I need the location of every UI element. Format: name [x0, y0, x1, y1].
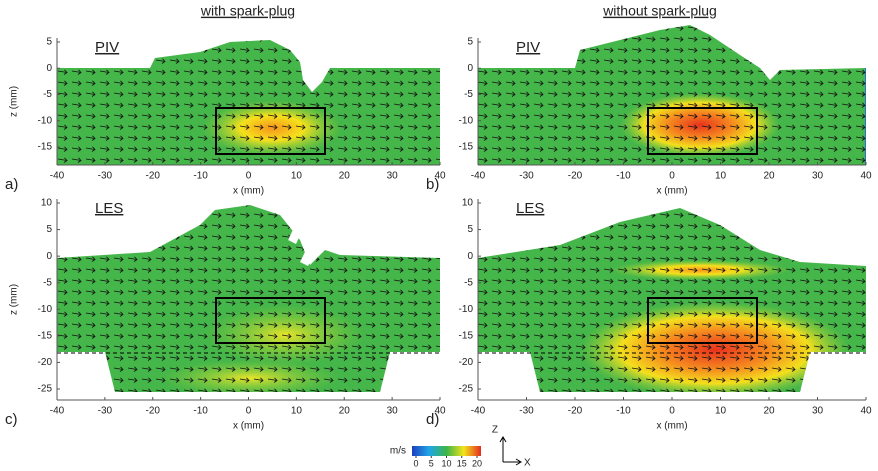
- x-tick-label: 0: [246, 406, 252, 417]
- y-tick-label: -15: [459, 142, 474, 153]
- x-tick-label: 40: [860, 406, 872, 417]
- axis-indicator-label: X: [524, 458, 531, 469]
- axes-indicator: [499, 436, 522, 466]
- y-tick-label: -5: [43, 89, 52, 100]
- y-tick-label: -15: [38, 142, 53, 153]
- x-tick-label: 20: [763, 171, 775, 182]
- x-tick-label: 0: [669, 171, 675, 182]
- y-tick-label: -20: [38, 357, 53, 368]
- colorbar: [412, 446, 481, 456]
- field-c: [57, 205, 440, 392]
- x-tick-label: 30: [812, 406, 824, 417]
- colorbar-tick-label: 10: [441, 458, 451, 468]
- x-tick-label: -20: [146, 406, 161, 417]
- x-tick-label: -10: [616, 171, 631, 182]
- y-axis-label: z (mm): [9, 86, 20, 117]
- x-tick-label: 0: [246, 171, 252, 182]
- column-title: with spark-plug: [200, 3, 295, 19]
- method-label: LES: [95, 200, 123, 217]
- x-tick-label: 20: [339, 406, 351, 417]
- y-tick-label: 0: [467, 251, 473, 262]
- x-tick-label: 30: [812, 171, 824, 182]
- x-tick-label: 10: [715, 406, 727, 417]
- x-tick-label: -40: [471, 171, 486, 182]
- x-tick-label: 40: [434, 406, 446, 417]
- x-tick-label: 40: [434, 171, 446, 182]
- x-axis-label: x (mm): [233, 186, 264, 197]
- x-tick-label: -30: [98, 406, 113, 417]
- x-tick-label: -10: [193, 171, 208, 182]
- x-tick-label: 30: [387, 171, 399, 182]
- x-tick-label: 0: [669, 406, 675, 417]
- y-tick-label: 5: [467, 37, 473, 48]
- y-tick-label: 0: [46, 251, 52, 262]
- column-title: without spark-plug: [602, 3, 717, 19]
- x-tick-label: -40: [50, 406, 65, 417]
- x-tick-label: -30: [519, 406, 534, 417]
- panel-label: d): [426, 411, 439, 428]
- x-tick-label: -40: [471, 406, 486, 417]
- x-tick-label: 40: [860, 171, 872, 182]
- x-tick-label: -30: [519, 171, 534, 182]
- x-tick-label: 20: [763, 406, 775, 417]
- method-label: LES: [516, 200, 544, 217]
- method-label: PIV: [516, 39, 540, 56]
- x-tick-label: -30: [98, 171, 113, 182]
- colorbar-tick-label: 15: [457, 458, 467, 468]
- x-axis-label: x (mm): [656, 421, 687, 432]
- y-tick-label: -5: [464, 89, 473, 100]
- y-tick-label: -25: [459, 384, 474, 395]
- y-tick-label: 5: [467, 224, 473, 235]
- x-tick-label: -10: [193, 406, 208, 417]
- y-tick-label: -10: [459, 304, 474, 315]
- colorbar-unit: m/s: [390, 446, 406, 457]
- x-tick-label: 10: [291, 171, 303, 182]
- y-tick-label: -10: [38, 115, 53, 126]
- y-tick-label: -20: [459, 357, 474, 368]
- x-tick-label: 20: [339, 171, 351, 182]
- colorbar-tick-label: 20: [472, 458, 482, 468]
- x-tick-label: -20: [568, 406, 583, 417]
- y-tick-label: 10: [462, 198, 474, 209]
- spark-plug-cut: [288, 215, 328, 266]
- x-tick-label: -10: [616, 406, 631, 417]
- y-tick-label: -5: [43, 277, 52, 288]
- x-tick-label: 30: [387, 406, 399, 417]
- y-tick-label: -5: [464, 277, 473, 288]
- x-axis-label: x (mm): [233, 421, 264, 432]
- x-axis-label: x (mm): [656, 186, 687, 197]
- x-tick-label: -40: [50, 171, 65, 182]
- x-tick-label: -20: [568, 171, 583, 182]
- colorbar-tick-label: 0: [413, 458, 418, 468]
- x-tick-label: 10: [291, 406, 303, 417]
- y-axis-label: z (mm): [9, 284, 20, 315]
- method-label: PIV: [95, 39, 119, 56]
- panel-label: c): [5, 411, 18, 428]
- panel-label: b): [426, 176, 439, 193]
- ignition-box: [215, 107, 758, 344]
- x-tick-label: -20: [146, 171, 161, 182]
- x-tick-label: 10: [715, 171, 727, 182]
- y-tick-label: -15: [38, 330, 53, 341]
- y-tick-label: 10: [41, 198, 53, 209]
- y-tick-label: -15: [459, 330, 474, 341]
- y-tick-label: 0: [467, 63, 473, 74]
- axis-indicator-label: Z: [492, 425, 498, 436]
- y-tick-label: -25: [38, 384, 53, 395]
- y-tick-label: 5: [46, 224, 52, 235]
- y-tick-label: -10: [38, 304, 53, 315]
- field-d: [478, 208, 866, 392]
- colorbar-tick-label: 5: [429, 458, 434, 468]
- panel-label: a): [5, 176, 18, 193]
- y-tick-label: 0: [46, 63, 52, 74]
- y-tick-label: 5: [46, 37, 52, 48]
- y-tick-label: -10: [459, 115, 474, 126]
